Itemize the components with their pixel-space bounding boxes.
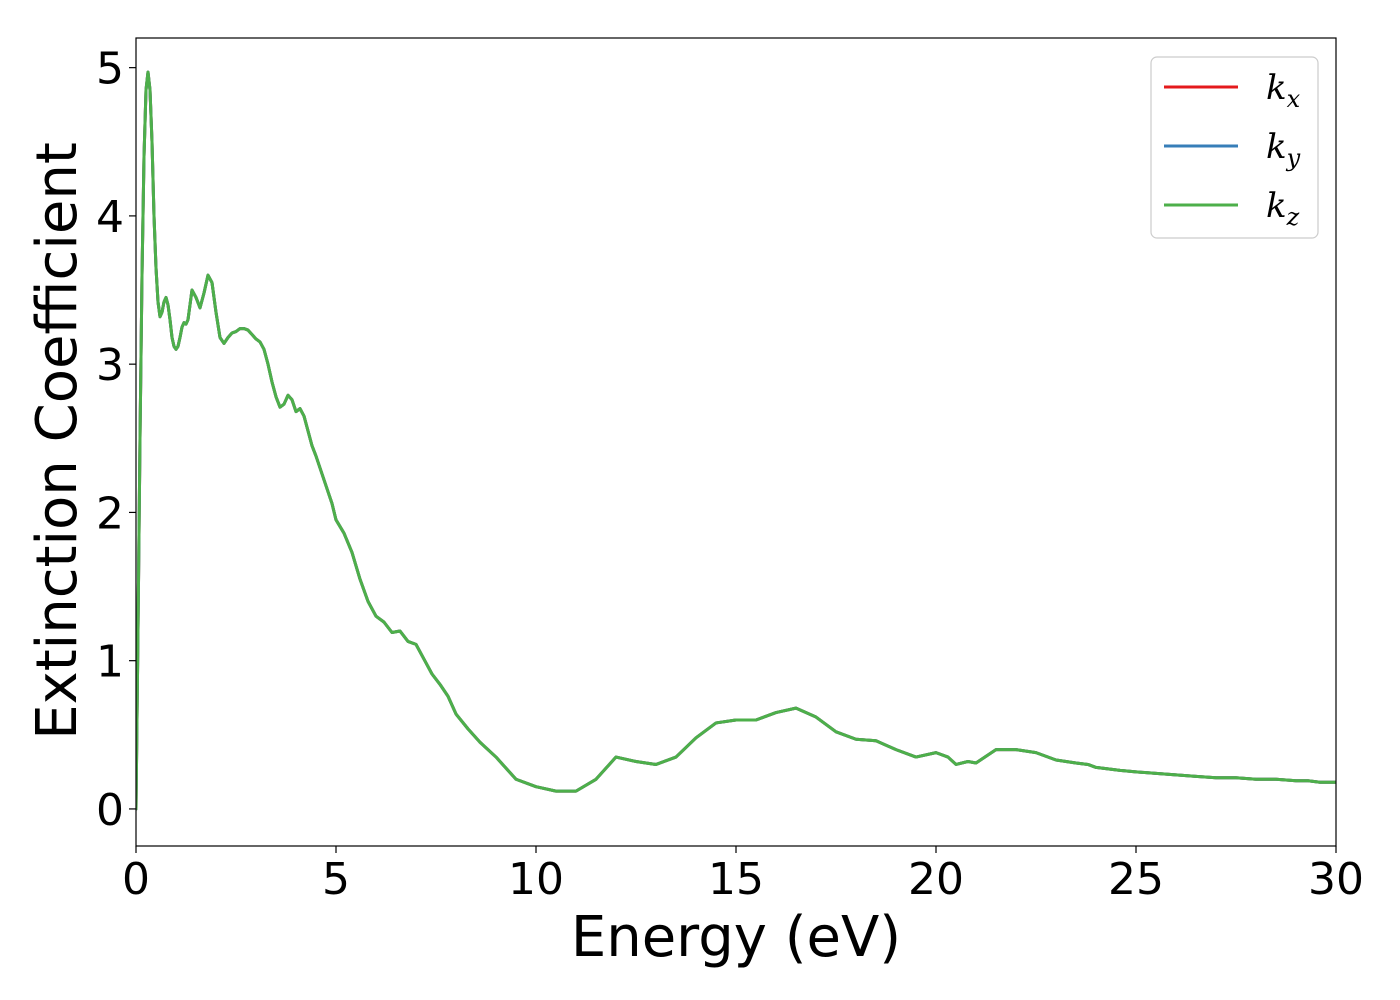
- x-tick-label: 5: [322, 854, 350, 905]
- legend-label-base: k: [1266, 186, 1287, 226]
- x-tick-label: 30: [1308, 854, 1364, 905]
- x-axis-title: Energy (eV): [571, 905, 901, 970]
- y-tick-label: 4: [96, 192, 124, 243]
- axes: 0 5 10 15 20 25 30 0 1 2 3 4 5: [96, 37, 1364, 905]
- legend-label-subscript: z: [1286, 203, 1300, 231]
- y-tick-label: 5: [96, 44, 124, 95]
- legend-label: ky: [1266, 127, 1301, 172]
- x-tick-label: 20: [908, 854, 964, 905]
- y-tick-label: 1: [96, 637, 124, 688]
- x-tick-label: 15: [708, 854, 764, 905]
- legend-label-base: k: [1266, 127, 1287, 167]
- x-tick-label: 25: [1108, 854, 1164, 905]
- legend-label-subscript: y: [1286, 144, 1301, 172]
- legend-label-base: k: [1266, 68, 1287, 108]
- x-tick-label: 10: [508, 854, 564, 905]
- legend-label: kz: [1266, 186, 1300, 231]
- x-tick-label: 0: [122, 854, 150, 905]
- legend-label: kx: [1266, 68, 1301, 113]
- legend-label-subscript: x: [1287, 85, 1301, 113]
- y-tick-label: 3: [96, 340, 124, 391]
- y-axis-title: Extinction Coefficient: [25, 142, 90, 740]
- y-tick-label: 0: [96, 785, 124, 836]
- plot-area: [136, 70, 1336, 811]
- y-tick-label: 2: [96, 488, 124, 539]
- series-line-kz: [136, 70, 1336, 811]
